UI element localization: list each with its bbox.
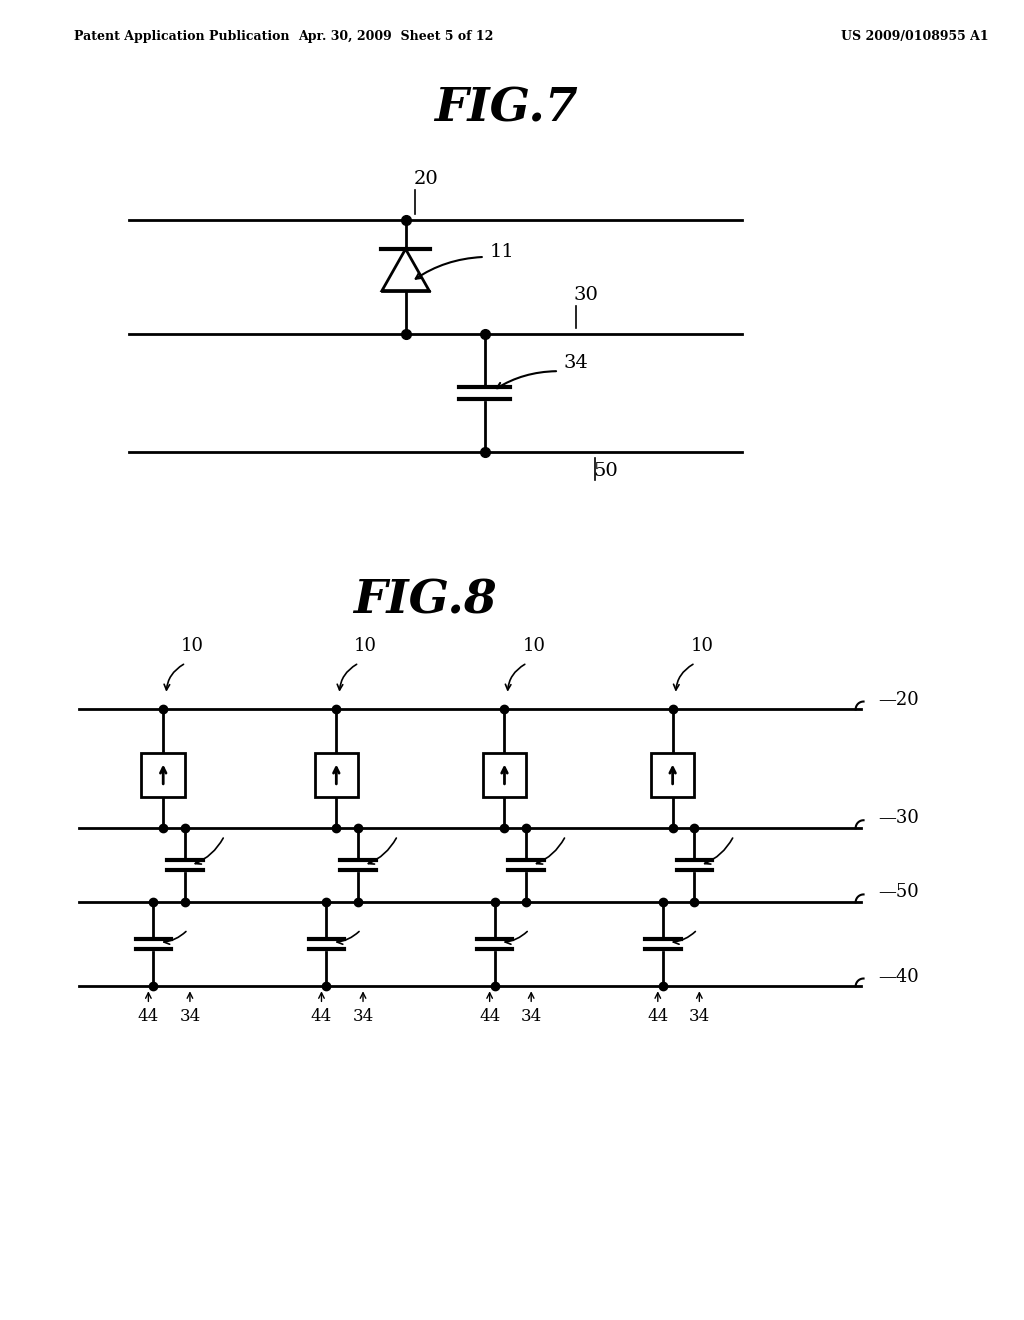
Text: —50: —50 xyxy=(879,883,920,902)
Bar xyxy=(651,752,694,796)
Text: US 2009/0108955 A1: US 2009/0108955 A1 xyxy=(841,30,988,44)
Text: —30: —30 xyxy=(879,809,920,828)
Text: FIG.8: FIG.8 xyxy=(353,578,498,623)
Text: 11: 11 xyxy=(489,243,514,261)
Bar xyxy=(314,752,358,796)
Text: 20: 20 xyxy=(414,170,438,189)
Text: 34: 34 xyxy=(564,354,589,372)
Text: 44: 44 xyxy=(479,1008,501,1026)
Text: 34: 34 xyxy=(689,1008,710,1026)
Text: 30: 30 xyxy=(573,286,599,304)
Text: FIG.7: FIG.7 xyxy=(434,84,579,131)
Text: 44: 44 xyxy=(311,1008,332,1026)
Text: —20: —20 xyxy=(879,690,920,709)
Text: 44: 44 xyxy=(138,1008,159,1026)
Text: 10: 10 xyxy=(354,638,377,655)
Bar xyxy=(482,752,526,796)
Text: 34: 34 xyxy=(179,1008,201,1026)
Text: Patent Application Publication: Patent Application Publication xyxy=(74,30,290,44)
Text: 10: 10 xyxy=(690,638,714,655)
Text: 34: 34 xyxy=(520,1008,542,1026)
Bar xyxy=(141,752,185,796)
Text: —40: —40 xyxy=(879,968,920,986)
Text: 50: 50 xyxy=(594,462,618,480)
Text: 10: 10 xyxy=(522,638,546,655)
Text: Apr. 30, 2009  Sheet 5 of 12: Apr. 30, 2009 Sheet 5 of 12 xyxy=(298,30,494,44)
Text: 44: 44 xyxy=(647,1008,669,1026)
Text: 34: 34 xyxy=(352,1008,374,1026)
Text: 10: 10 xyxy=(181,638,204,655)
